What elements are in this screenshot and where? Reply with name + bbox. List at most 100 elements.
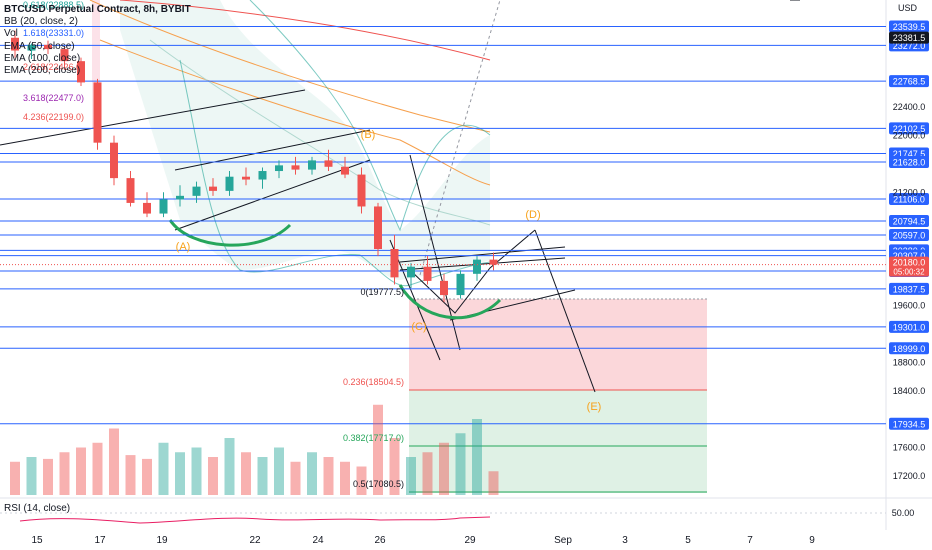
- level-price-label[interactable]: 21628.0: [893, 157, 926, 167]
- volume-bar[interactable]: [224, 438, 235, 495]
- cup-arc-c[interactable]: [398, 284, 502, 320]
- pattern-point-label[interactable]: (D): [525, 209, 540, 221]
- ema-100-line[interactable]: [89, 0, 491, 133]
- volume-bar[interactable]: [356, 466, 367, 496]
- trendline-e-leg[interactable]: [534, 229, 596, 393]
- candle-body[interactable]: [357, 174, 366, 207]
- rsi-pane[interactable]: [0, 499, 886, 529]
- volume-bar[interactable]: [10, 461, 20, 495]
- candle-body[interactable]: [143, 202, 151, 214]
- level-price-tag[interactable]: [889, 342, 929, 355]
- legend-ema200[interactable]: EMA (200, close): [4, 65, 81, 77]
- candle-body[interactable]: [126, 178, 135, 203]
- position-level-label[interactable]: 0(19777.5): [360, 287, 404, 297]
- candle-body[interactable]: [456, 273, 465, 296]
- level-price-label[interactable]: 22102.5: [893, 124, 926, 134]
- volume-bar[interactable]: [323, 457, 334, 495]
- volume-bar[interactable]: [43, 458, 53, 495]
- fib-level-label[interactable]: 3.618(22477.0): [23, 93, 84, 103]
- fib-level-label[interactable]: 2.618(22426.0): [23, 62, 84, 72]
- level-price-tag[interactable]: [889, 155, 929, 168]
- candle-body[interactable]: [407, 266, 415, 278]
- last-price-tag[interactable]: [889, 256, 929, 277]
- candle-body[interactable]: [440, 280, 448, 296]
- volume-bar[interactable]: [142, 458, 152, 495]
- level-price-label[interactable]: 19837.5: [893, 284, 926, 294]
- candle-body[interactable]: [324, 160, 333, 167]
- fib-top-label[interactable]: 0.618(22888.5): [23, 0, 84, 10]
- harmonic-pattern[interactable]: [409, 229, 536, 314]
- level-price-label[interactable]: 18999.0: [893, 344, 926, 354]
- candle-body[interactable]: [44, 44, 52, 50]
- level-price-label[interactable]: 20794.5: [893, 217, 926, 227]
- candle-body[interactable]: [390, 249, 399, 278]
- level-price-label[interactable]: 22768.5: [893, 77, 926, 87]
- pattern-point-label[interactable]: (E): [587, 401, 602, 413]
- pattern-point-label[interactable]: (B): [361, 129, 376, 141]
- volume-bar[interactable]: [109, 428, 119, 496]
- volume-bar[interactable]: [307, 452, 317, 495]
- volume-bar[interactable]: [125, 455, 136, 495]
- position-level-label[interactable]: 0.236(18504.5): [343, 377, 404, 387]
- legend-symbol[interactable]: BTCUSD Perpetual Contract, 8h, BYBIT: [4, 4, 191, 15]
- candle-body[interactable]: [374, 206, 382, 249]
- legend-bb[interactable]: BB (20, close, 2): [4, 16, 78, 28]
- volume-bar[interactable]: [92, 442, 103, 495]
- volume-bar[interactable]: [241, 452, 251, 495]
- bb-upper-line[interactable]: [249, 0, 491, 232]
- candle-body[interactable]: [341, 166, 349, 175]
- rsi-legend[interactable]: RSI (14, close): [4, 503, 71, 514]
- candle-body[interactable]: [77, 61, 85, 83]
- pattern-point-label[interactable]: (A): [176, 241, 191, 253]
- candle-body[interactable]: [423, 266, 432, 281]
- volume-bar[interactable]: [208, 457, 218, 495]
- candle-body[interactable]: [275, 165, 283, 172]
- candle-body[interactable]: [225, 176, 234, 191]
- volume-bar[interactable]: [59, 452, 70, 495]
- level-price-tag[interactable]: [889, 20, 929, 33]
- fib-level-label[interactable]: 4.236(22199.0): [23, 112, 84, 122]
- candle-body[interactable]: [258, 171, 267, 180]
- candle-body[interactable]: [209, 186, 217, 191]
- volume-bar[interactable]: [191, 447, 202, 496]
- volume-bar[interactable]: [389, 438, 400, 495]
- level-price-label[interactable]: 23539.5: [893, 22, 926, 32]
- stop-zone[interactable]: [409, 299, 707, 390]
- legend-ema100[interactable]: EMA (100, close): [4, 52, 81, 64]
- pattern-point-label[interactable]: (C): [411, 321, 426, 333]
- level-price-tag[interactable]: [889, 320, 929, 333]
- candle-body[interactable]: [176, 195, 184, 200]
- legend-ema50[interactable]: EMA (50, close): [4, 40, 75, 52]
- level-price-label[interactable]: 23272.0: [893, 41, 926, 51]
- level-price-tag[interactable]: [889, 122, 929, 135]
- volume-bar[interactable]: [439, 442, 449, 495]
- candle-body[interactable]: [473, 259, 481, 274]
- level-price-label[interactable]: 17934.5: [893, 419, 926, 429]
- level-price-label[interactable]: 21106.0: [893, 194, 925, 204]
- candle-body[interactable]: [27, 44, 36, 51]
- current-price-label[interactable]: 23381.5: [893, 33, 926, 43]
- candle-body[interactable]: [60, 49, 69, 62]
- legend-vol[interactable]: Vol: [4, 28, 18, 40]
- last-price-label[interactable]: 20180.0: [893, 258, 926, 268]
- level-price-tag[interactable]: [889, 215, 929, 228]
- level-price-tag[interactable]: [889, 192, 929, 205]
- rsi-line[interactable]: [19, 516, 491, 524]
- volume-bar[interactable]: [290, 461, 301, 495]
- level-price-tag[interactable]: [889, 229, 929, 242]
- candle-body[interactable]: [192, 186, 201, 196]
- volume-bar[interactable]: [257, 457, 268, 495]
- level-price-tag[interactable]: [889, 417, 929, 430]
- level-price-label[interactable]: 21747.5: [893, 149, 926, 159]
- candle-body[interactable]: [308, 160, 316, 170]
- level-price-tag[interactable]: [889, 75, 929, 88]
- target-zone[interactable]: [409, 390, 707, 493]
- trendline-triangle-bottom[interactable]: [174, 159, 371, 231]
- position-level-label[interactable]: 0.382(17717.0): [343, 433, 404, 443]
- volume-bar[interactable]: [406, 457, 416, 495]
- level-price-label[interactable]: 19301.0: [893, 322, 926, 332]
- fib-extension-box[interactable]: [92, 0, 100, 128]
- volume-bar[interactable]: [175, 452, 185, 495]
- candle-body[interactable]: [93, 82, 102, 143]
